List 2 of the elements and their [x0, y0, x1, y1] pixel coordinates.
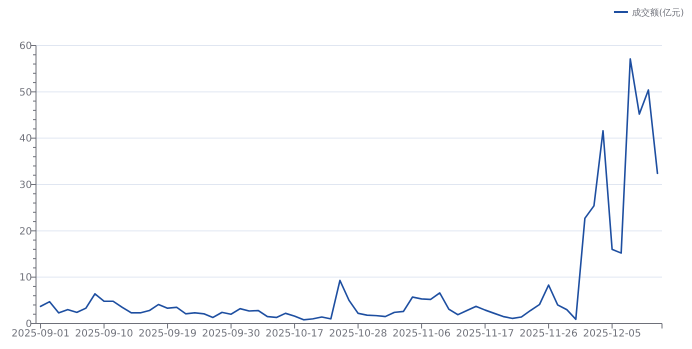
legend-label: 成交额(亿元)	[632, 8, 684, 18]
legend: 成交额(亿元)	[614, 8, 684, 18]
